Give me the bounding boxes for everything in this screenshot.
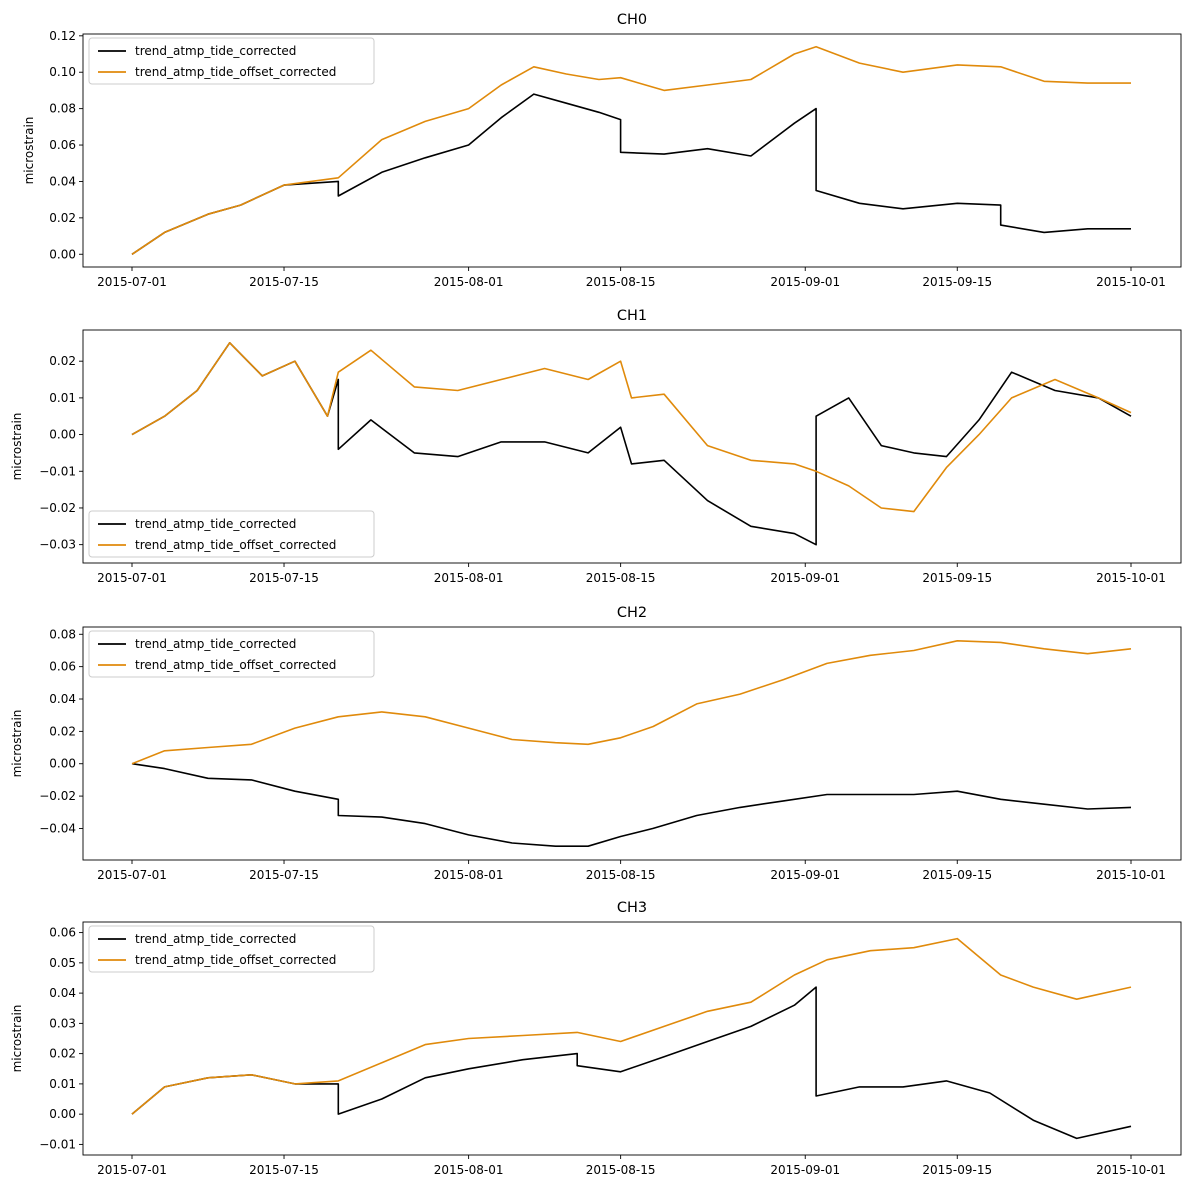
x-tick-label: 2015-08-01 [434, 571, 504, 585]
y-tick-label: 0.06 [49, 660, 76, 674]
legend-entry: trend_atmp_tide_offset_corrected [135, 65, 336, 79]
x-tick-label: 2015-07-15 [249, 1163, 319, 1177]
chart-panel-0: CH0 microstrain 0.00 0.02 0.04 0.06 0.08 0.10 0.… [22, 12, 1182, 289]
y-tick-label: 0.02 [49, 724, 76, 738]
axes-frame [82, 329, 1182, 564]
x-tick-label: 2015-10-01 [1096, 275, 1166, 289]
x-tick-label: 2015-07-01 [97, 571, 167, 585]
axes-frame [82, 626, 1182, 861]
chart-panel-3: CH3 microstrain −0.01 0.00 0.01 0.02 0.03 0.04 0… [10, 900, 1182, 1177]
x-tick-label: 2015-07-15 [249, 868, 319, 882]
chart-title: CH1 [617, 308, 647, 324]
y-tick-label: 0.12 [49, 29, 76, 43]
y-tick-label: 0.04 [49, 174, 76, 188]
chart-panel-2: CH2 microstrain −0.04 −0.02 0.00 0.02 0.04 0.06… [10, 605, 1182, 882]
x-tick-label: 2015-10-01 [1096, 1163, 1166, 1177]
x-tick-label: 2015-09-15 [922, 868, 992, 882]
y-tick-label: 0.08 [49, 102, 76, 116]
y-tick-label: −0.01 [39, 464, 76, 478]
x-tick-label: 2015-08-15 [586, 571, 656, 585]
x-tick-label: 2015-07-15 [249, 571, 319, 585]
y-tick-label: 0.02 [49, 354, 76, 368]
x-tick-label: 2015-08-15 [586, 1163, 656, 1177]
y-tick-label: 0.00 [49, 757, 76, 771]
y-tick-label: 0.04 [49, 986, 76, 1000]
y-tick-label: 0.05 [49, 956, 76, 970]
chart-title: CH0 [617, 12, 647, 28]
legend-box [88, 925, 375, 973]
series-line-offset-corrected [131, 45, 1131, 255]
y-tick-label: 0.02 [49, 211, 76, 225]
series-line-offset-corrected [131, 639, 1132, 765]
y-tick-label: −0.01 [39, 1137, 76, 1151]
series-line-corrected [131, 986, 1132, 1140]
x-tick-label: 2015-07-15 [249, 275, 319, 289]
x-tick-label: 2015-09-15 [922, 571, 992, 585]
series-line-offset-corrected [131, 341, 1132, 513]
x-tick-label: 2015-09-01 [770, 571, 840, 585]
axes-frame [82, 921, 1182, 1156]
y-axis-label: microstrain [10, 710, 24, 778]
y-tick-label: 0.01 [49, 1077, 76, 1091]
legend-entry: trend_atmp_tide_offset_corrected [135, 953, 336, 967]
x-tick-label: 2015-09-01 [770, 275, 840, 289]
y-tick-label: −0.02 [39, 501, 76, 515]
y-tick-label: 0.01 [49, 391, 76, 405]
legend-box [88, 37, 375, 85]
y-axis-label: microstrain [10, 413, 24, 481]
y-tick-label: 0.02 [49, 1047, 76, 1061]
y-tick-label: 0.00 [49, 1107, 76, 1121]
y-tick-label: 0.00 [49, 428, 76, 442]
legend: trend_atmp_tide_corrected trend_atmp_tide… [88, 37, 375, 85]
x-tick-label: 2015-10-01 [1096, 868, 1166, 882]
x-tick-label: 2015-10-01 [1096, 571, 1166, 585]
legend: trend_atmp_tide_corrected trend_atmp_tide… [88, 925, 375, 973]
x-tick-label: 2015-08-01 [434, 1163, 504, 1177]
axes-frame [82, 33, 1182, 268]
y-tick-label: 0.00 [49, 247, 76, 261]
x-tick-label: 2015-09-15 [922, 275, 992, 289]
chart-title: CH2 [617, 605, 647, 621]
series-line-offset-corrected [131, 937, 1132, 1115]
x-tick-label: 2015-08-01 [434, 275, 504, 289]
x-tick-label: 2015-08-01 [434, 868, 504, 882]
y-axis-label: microstrain [22, 117, 36, 185]
y-tick-label: −0.04 [39, 821, 76, 835]
legend: trend_atmp_tide_corrected trend_atmp_tide… [88, 630, 375, 678]
legend: trend_atmp_tide_corrected trend_atmp_tide… [88, 510, 375, 558]
x-tick-label: 2015-08-15 [586, 868, 656, 882]
legend-entry: trend_atmp_tide_corrected [135, 932, 296, 946]
x-tick-label: 2015-08-15 [586, 275, 656, 289]
x-tick-label: 2015-07-01 [97, 1163, 167, 1177]
y-axis-label: microstrain [10, 1005, 24, 1073]
legend-entry: trend_atmp_tide_offset_corrected [135, 538, 336, 552]
y-tick-label: 0.04 [49, 692, 76, 706]
legend-entry: trend_atmp_tide_corrected [135, 44, 296, 58]
y-tick-label: 0.06 [49, 138, 76, 152]
y-tick-label: 0.10 [49, 65, 76, 79]
y-tick-label: 0.03 [49, 1016, 76, 1030]
x-tick-label: 2015-07-01 [97, 275, 167, 289]
legend-box [88, 630, 375, 678]
y-tick-label: −0.03 [39, 538, 76, 552]
series-line-corrected [131, 762, 1132, 848]
legend-entry: trend_atmp_tide_corrected [135, 637, 296, 651]
x-tick-label: 2015-09-01 [770, 868, 840, 882]
series-line-corrected [131, 93, 1131, 255]
legend-box [88, 510, 375, 558]
chart-title: CH3 [617, 900, 647, 916]
y-tick-label: 0.08 [49, 627, 76, 641]
chart-panel-1: CH1 microstrain −0.03 −0.02 −0.01 0.00 0.01 0.0… [10, 308, 1182, 585]
legend-entry: trend_atmp_tide_offset_corrected [135, 658, 336, 672]
x-tick-label: 2015-07-01 [97, 868, 167, 882]
legend-entry: trend_atmp_tide_corrected [135, 517, 296, 531]
x-tick-label: 2015-09-01 [770, 1163, 840, 1177]
y-tick-label: 0.06 [49, 926, 76, 940]
y-tick-label: −0.02 [39, 789, 76, 803]
x-tick-label: 2015-09-15 [922, 1163, 992, 1177]
